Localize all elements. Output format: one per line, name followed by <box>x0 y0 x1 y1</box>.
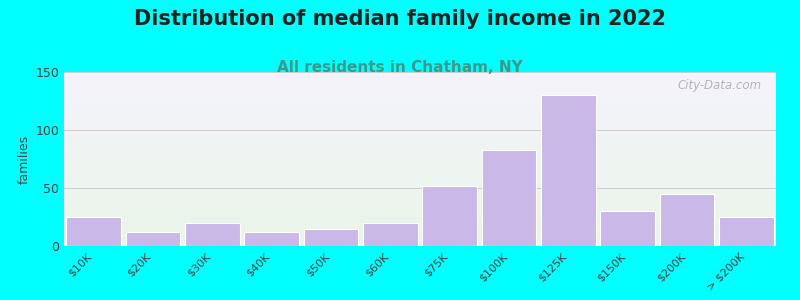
Bar <box>185 223 240 246</box>
Bar <box>304 229 358 246</box>
Text: Distribution of median family income in 2022: Distribution of median family income in … <box>134 9 666 29</box>
Text: All residents in Chatham, NY: All residents in Chatham, NY <box>277 60 523 75</box>
Bar <box>482 150 536 246</box>
Text: City-Data.com: City-Data.com <box>678 79 762 92</box>
Bar <box>422 186 477 246</box>
Bar <box>363 223 418 246</box>
Bar <box>600 211 655 246</box>
Bar <box>660 194 714 246</box>
Bar <box>66 217 121 246</box>
Bar <box>541 95 596 246</box>
Bar <box>719 217 774 246</box>
Y-axis label: families: families <box>18 134 31 184</box>
Bar <box>126 232 180 246</box>
Bar <box>244 232 299 246</box>
